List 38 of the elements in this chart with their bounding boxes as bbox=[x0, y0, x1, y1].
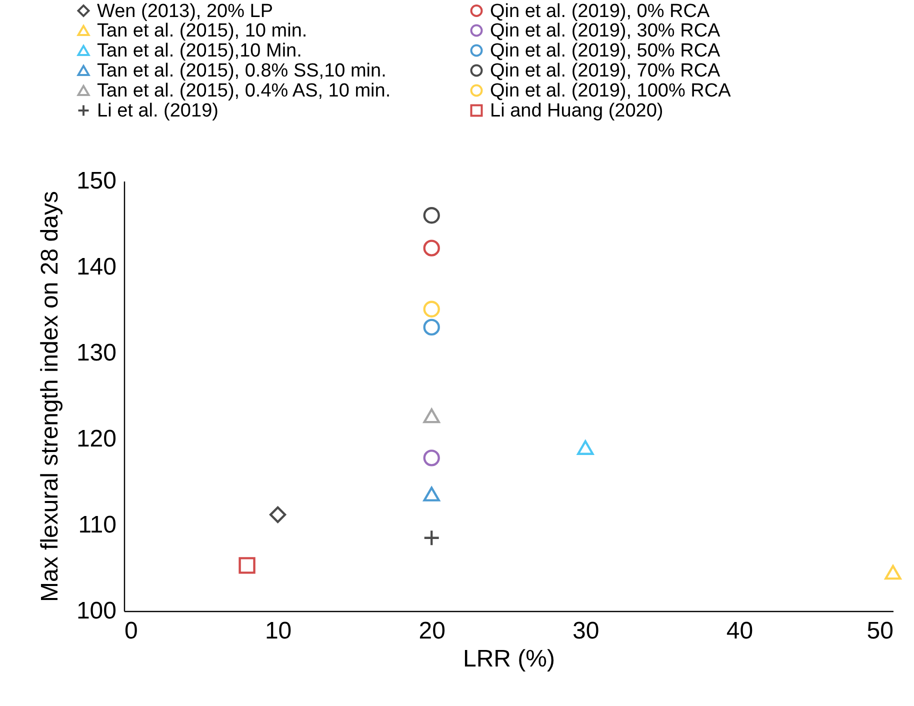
y-tick-label: 100 bbox=[76, 598, 116, 624]
point bbox=[423, 450, 440, 466]
y-tick-label: 110 bbox=[78, 512, 116, 538]
point bbox=[423, 530, 440, 546]
y-tick-label: 130 bbox=[76, 340, 116, 366]
point bbox=[238, 557, 256, 574]
y-tick-label: 120 bbox=[76, 426, 116, 452]
legend-label: Li et al. (2019) bbox=[97, 100, 218, 122]
x-tick-label: 0 bbox=[124, 618, 138, 644]
legend-label: Tan et al. (2015), 0.8% SS,10 min. bbox=[97, 60, 386, 82]
y-tick-label: 140 bbox=[76, 254, 116, 280]
legend-label: Wen (2013), 20% LP bbox=[97, 0, 274, 22]
x-tick-label: 20 bbox=[418, 618, 446, 644]
point bbox=[423, 207, 440, 224]
x-axis-title: LRR (%) bbox=[462, 646, 556, 672]
point bbox=[423, 408, 440, 424]
point bbox=[423, 300, 440, 318]
legend-label: Qin et al. (2019), 100% RCA bbox=[490, 80, 732, 102]
x-tick-label: 50 bbox=[866, 618, 894, 644]
legend-label: Qin et al. (2019), 30% RCA bbox=[490, 20, 721, 42]
point bbox=[423, 240, 440, 256]
point bbox=[577, 440, 594, 455]
y-tick-label: 150 bbox=[76, 168, 116, 194]
legend-label: Qin et al. (2019), 70% RCA bbox=[490, 60, 721, 82]
x-tick-label: 30 bbox=[572, 618, 600, 644]
legend-label: Tan et al. (2015),10 Min. bbox=[97, 40, 302, 62]
point bbox=[884, 564, 902, 580]
legend-label: Qin et al. (2019), 50% RCA bbox=[490, 40, 721, 62]
legend-label: Qin et al. (2019), 0% RCA bbox=[490, 0, 710, 22]
x-tick-label: 10 bbox=[264, 618, 292, 644]
legend-label: Tan et al. (2015), 10 min. bbox=[97, 20, 308, 42]
point bbox=[423, 486, 440, 502]
y-axis-title: Max flexural strength index on 28 days bbox=[36, 191, 64, 602]
legend-label: Li and Huang (2020) bbox=[490, 100, 664, 122]
x-tick-label: 40 bbox=[726, 618, 754, 644]
legend-label: Tan et al. (2015), 0.4% AS, 10 min. bbox=[97, 80, 391, 102]
point bbox=[423, 318, 440, 336]
point bbox=[269, 506, 286, 524]
